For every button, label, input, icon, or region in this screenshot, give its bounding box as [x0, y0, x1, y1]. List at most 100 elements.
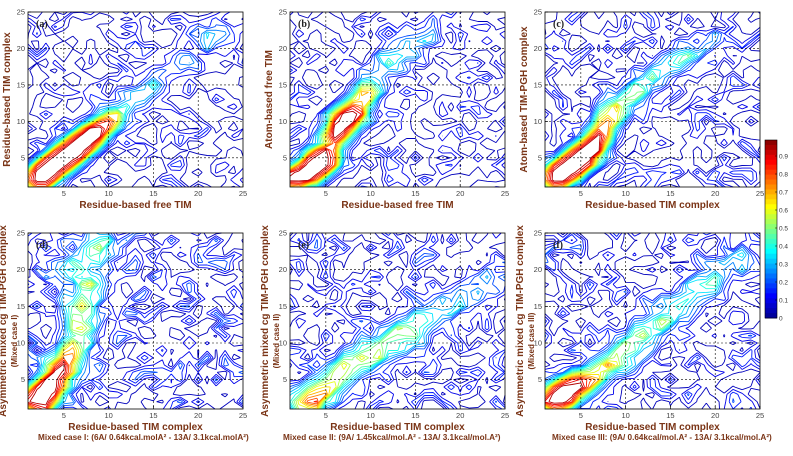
contour-level	[27, 359, 68, 410]
contour-level	[291, 324, 419, 410]
x-tick-label: 25	[239, 411, 247, 420]
y-tick-label: 5	[283, 375, 287, 384]
x-tick-label: 15	[149, 411, 157, 420]
x-axis-label: Residue-based TIM complex	[68, 422, 203, 433]
colorbar-swatch	[765, 298, 777, 304]
colorbar-swatch	[765, 303, 777, 309]
contour-level	[27, 115, 116, 188]
y-tick-label: 20	[534, 44, 542, 53]
x-tick-label: 25	[239, 189, 247, 198]
contour-level	[544, 246, 750, 410]
contour-level	[27, 232, 114, 410]
x-tick-label: 5	[324, 411, 328, 420]
colorbar-tick-label: 0.2	[779, 280, 788, 287]
x-axis-label: Residue-based TIM complex	[330, 422, 465, 433]
contour-lines	[289, 232, 506, 410]
contour-level	[544, 232, 761, 410]
colorbar-tick-label: 0.1	[779, 298, 788, 305]
contour-level	[544, 30, 723, 188]
colorbar-tick-label: 0.8	[779, 172, 788, 179]
colorbar-swatch	[765, 293, 777, 299]
colorbar-swatch	[765, 258, 777, 265]
contour-level	[27, 243, 103, 410]
colorbar-swatch	[765, 224, 777, 230]
contour-level	[313, 400, 318, 403]
chart-panel: 5 10 15 20 25 5 10 15 20 25 (c) Residue-based TIM c…	[519, 8, 764, 212]
contour-level	[27, 109, 123, 188]
colorbar-swatch	[765, 174, 777, 181]
contour-level	[29, 363, 66, 406]
colorbar-swatch	[765, 308, 777, 314]
y-axis-label: Atom-based free TIM	[264, 50, 275, 149]
contour-level	[34, 126, 103, 182]
contour-level	[544, 320, 663, 410]
contour-level	[297, 355, 381, 410]
x-tick-label: 20	[456, 411, 464, 420]
contour-level	[289, 83, 379, 188]
contour-level	[289, 11, 506, 188]
chart-panel: 5 10 15 20 25 5 10 15 20 25 (a) Residue-based free …	[2, 8, 247, 212]
colorbar-tick-label: 0.7	[779, 190, 788, 197]
colorbar-swatch	[765, 204, 777, 210]
colorbar-swatch	[765, 233, 777, 240]
plot-frame	[289, 11, 506, 188]
colorbar-tick-label: 0.6	[779, 208, 788, 215]
contour-level	[295, 327, 403, 410]
contour-level	[27, 112, 120, 188]
x-tick-label: 20	[194, 411, 202, 420]
contour-level	[544, 376, 592, 409]
plot-frame	[27, 11, 244, 188]
contour-level	[289, 104, 364, 186]
y-tick-label: 20	[17, 44, 25, 53]
contour-level	[289, 232, 506, 410]
y-tick-label: 10	[17, 339, 25, 348]
contour-level	[544, 102, 623, 188]
y-tick-label: 5	[538, 375, 542, 384]
contour-lines	[27, 232, 244, 410]
colorbar-swatch	[765, 243, 777, 250]
x-tick-label: 10	[621, 189, 629, 198]
x-tick-label: 10	[104, 189, 112, 198]
colorbar-swatch	[765, 238, 777, 245]
contour-level	[32, 124, 105, 184]
panel-label: (d)	[36, 240, 48, 251]
colorbar-swatch	[765, 144, 777, 151]
colorbar-swatch	[765, 154, 777, 161]
colorbar-swatch	[765, 278, 777, 284]
contour-level	[289, 103, 365, 187]
y-tick-label: 25	[279, 8, 287, 17]
y-tick-label: 15	[534, 80, 542, 89]
contour-level	[544, 105, 618, 188]
contour-level	[289, 89, 373, 188]
contour-level	[27, 17, 244, 188]
contour-level	[551, 134, 601, 182]
contour-level	[544, 363, 610, 410]
mixed-case-caption: Mixed case II: (9A/ 1.45kcal/mol.A² - 13…	[283, 433, 501, 442]
contour-level	[27, 32, 210, 188]
colorbar-swatch	[765, 248, 777, 255]
x-tick-label: 20	[194, 189, 202, 198]
x-tick-label: 10	[366, 189, 374, 198]
plot-area	[545, 12, 760, 187]
panel-label: (f)	[553, 240, 563, 251]
contour-level	[27, 11, 244, 188]
contour-level	[27, 245, 102, 410]
contour-lines	[289, 11, 506, 188]
contour-level	[544, 31, 720, 188]
x-tick-label: 20	[711, 411, 719, 420]
colorbar-tick-label: 0.5	[779, 226, 788, 233]
x-tick-label: 25	[501, 411, 509, 420]
x-tick-label: 5	[324, 189, 328, 198]
contour-level	[289, 300, 464, 410]
contour-level	[27, 232, 244, 410]
x-tick-label: 15	[149, 189, 157, 198]
y-tick-label: 15	[279, 302, 287, 311]
y-tick-label: 10	[534, 117, 542, 126]
x-tick-label: 25	[756, 189, 764, 198]
contour-level	[544, 379, 585, 406]
y-tick-label: 10	[279, 339, 287, 348]
y-tick-label: 10	[534, 339, 542, 348]
panel-label: (e)	[298, 240, 309, 251]
contour-level	[550, 132, 603, 183]
